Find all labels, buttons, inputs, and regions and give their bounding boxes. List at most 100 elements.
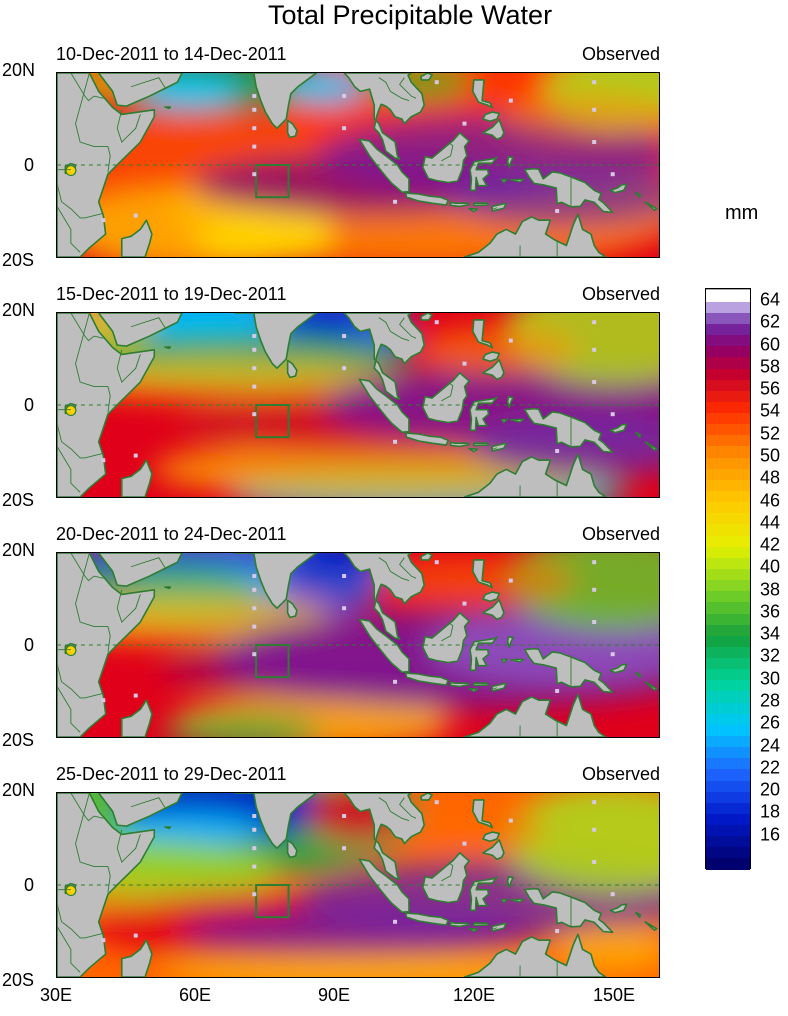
missing-pixel	[133, 933, 138, 938]
missing-pixel	[252, 892, 257, 897]
landmass	[358, 378, 410, 433]
lat-label-20s: 20S	[2, 730, 35, 750]
landmass	[404, 432, 450, 446]
border-line	[70, 793, 104, 822]
landmass	[472, 319, 494, 349]
landmass	[234, 73, 318, 129]
lat-label-20n: 20N	[2, 780, 36, 800]
landmass	[358, 618, 410, 673]
panel-status: Observed	[581, 284, 660, 304]
missing-data	[101, 800, 615, 943]
colorbar-swatch	[706, 801, 750, 814]
colorbar-swatch	[706, 411, 750, 425]
colorbar-tick-label: 58	[760, 356, 781, 377]
colorbar-swatch	[706, 545, 750, 558]
missing-pixel	[555, 689, 560, 693]
longitude-axis: 30E 60E 90E 120E 150E	[0, 985, 700, 1015]
missing-pixel	[252, 864, 257, 869]
missing-pixel	[508, 818, 513, 823]
missing-pixel	[592, 80, 597, 85]
island	[509, 418, 525, 423]
colorbar-swatch	[706, 389, 750, 402]
missing-pixel	[508, 578, 513, 583]
map-panel-4: 25-Dec-2011 to 29-Dec-2011 Observed 20N …	[0, 764, 700, 1004]
landmass	[472, 79, 494, 109]
missing-pixel	[592, 380, 597, 384]
lon-label-60e: 60E	[178, 985, 212, 1005]
island	[473, 442, 489, 447]
analysis-box	[255, 404, 290, 439]
landmass	[164, 106, 172, 110]
lat-label-20n: 20N	[2, 540, 36, 560]
missing-pixel	[252, 334, 257, 338]
island	[509, 898, 525, 903]
map-panel-2: 15-Dec-2011 to 19-Dec-2011 Observed 20N …	[0, 284, 700, 524]
island	[500, 658, 508, 664]
island	[473, 922, 489, 927]
border-line	[441, 862, 454, 882]
border-line	[441, 382, 454, 402]
country-borders	[57, 553, 572, 737]
colorbar-swatch	[706, 689, 750, 703]
landmass	[164, 586, 172, 590]
landmass	[469, 156, 498, 192]
missing-pixel	[252, 827, 257, 832]
missing-pixel	[342, 126, 347, 131]
island	[473, 682, 489, 687]
colorbar-swatch	[706, 456, 750, 469]
colorbar-tick-label: 28	[760, 690, 781, 711]
colorbar-swatch	[706, 489, 750, 503]
missing-pixel	[252, 652, 257, 657]
colorbar-tick-label: 24	[760, 735, 781, 756]
colorbar-swatch	[706, 300, 750, 313]
island	[449, 441, 470, 448]
missing-pixel	[610, 412, 615, 417]
colorbar-tick-label: 46	[760, 490, 781, 511]
landmass	[420, 793, 433, 801]
colorbar-swatch	[706, 700, 750, 714]
colorbar-swatch	[706, 333, 750, 347]
landmass	[523, 887, 614, 934]
island	[491, 922, 508, 932]
colorbar-swatch	[706, 444, 750, 458]
landmass	[358, 138, 410, 193]
missing-pixel	[592, 107, 597, 112]
border-line	[116, 589, 141, 623]
colorbar-tick-label: 52	[760, 423, 781, 444]
lat-label-equator: 0	[24, 875, 35, 895]
colorbar-tick-label: 42	[760, 534, 781, 555]
island	[635, 911, 642, 918]
border-line	[130, 797, 167, 810]
lon-label-90e: 90E	[317, 985, 351, 1005]
colorbar-tick-label: 48	[760, 467, 781, 488]
border-line	[57, 206, 81, 253]
border-line	[116, 829, 141, 863]
panel-status: Observed	[581, 524, 660, 544]
island	[506, 155, 514, 169]
landmass	[358, 858, 410, 913]
island	[644, 921, 658, 931]
missing-pixel	[393, 439, 398, 444]
colorbar-swatch	[706, 478, 750, 492]
colorbar-swatch	[706, 422, 750, 436]
landmass	[343, 73, 425, 160]
border-line	[70, 73, 104, 102]
border-line	[378, 317, 410, 342]
landmass	[420, 313, 433, 321]
country-borders	[57, 313, 572, 497]
landmass	[463, 693, 607, 737]
landmass	[234, 793, 318, 849]
map-panel-3: 20-Dec-2011 to 24-Dec-2011 Observed 20N …	[0, 524, 700, 764]
missing-pixel	[555, 449, 560, 453]
border-line	[116, 109, 141, 143]
landmass	[463, 933, 607, 977]
landmass	[482, 111, 501, 123]
island	[468, 207, 479, 213]
tpw-map	[56, 792, 660, 978]
landmass	[404, 912, 450, 926]
panel-status: Observed	[581, 764, 660, 784]
missing-pixel	[133, 693, 138, 698]
missing-pixel	[393, 199, 398, 204]
missing-pixel	[610, 172, 615, 177]
missing-pixel	[252, 172, 257, 177]
